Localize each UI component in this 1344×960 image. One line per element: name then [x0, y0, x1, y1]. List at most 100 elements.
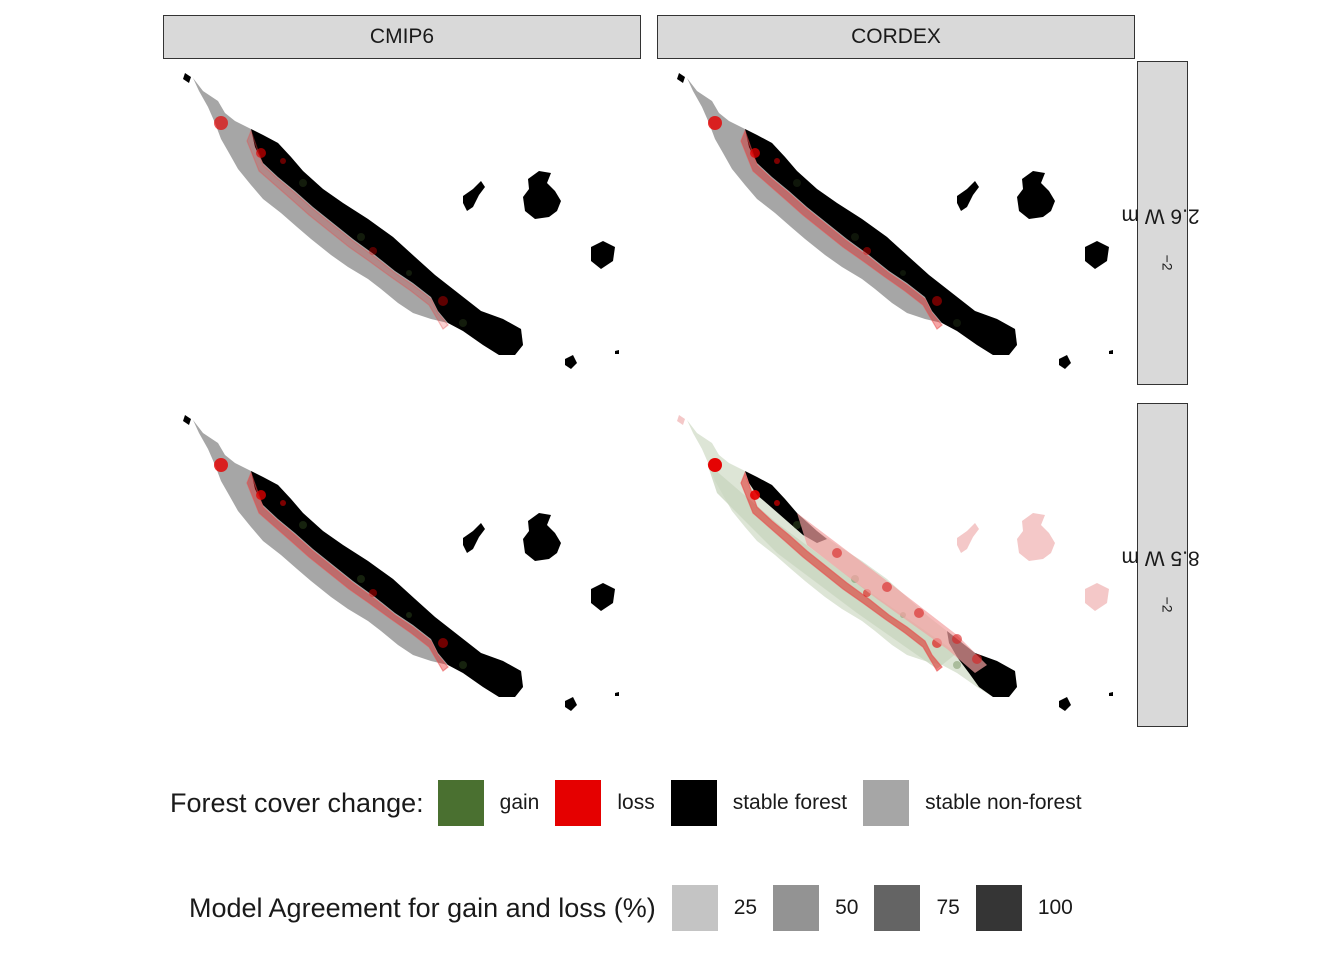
loss-spot [438, 638, 448, 648]
map-panel-cmip6-8p5 [163, 403, 641, 727]
loss-edge-band [741, 131, 942, 329]
facet-row-8p5: 8.5 W m−2 [1121, 403, 1201, 727]
loyalty-island-lifou [1017, 513, 1055, 561]
legend-title: Model Agreement for gain and loss (%) [189, 892, 656, 923]
gain-spot [900, 270, 906, 276]
facet-row-label: 2.6 W m−2 [1121, 204, 1201, 271]
stable-forest-area [251, 471, 523, 697]
loss-edge-band [247, 473, 448, 671]
loss-spot [214, 458, 228, 472]
loss-spot [750, 490, 760, 500]
loss-spot [774, 500, 780, 506]
loss-spot [774, 158, 780, 164]
isle-of-pines [1059, 697, 1071, 711]
loss-spot [882, 582, 892, 592]
loss-spot [932, 296, 942, 306]
loss-spot [708, 458, 722, 472]
gain-spot [299, 179, 307, 187]
walpole-islet [1109, 350, 1113, 354]
legend-label-stable-non-forest: stable non-forest [925, 791, 1082, 814]
loss-spot [280, 500, 286, 506]
legend-label-75: 75 [936, 896, 960, 919]
legend-label-100: 100 [1037, 896, 1073, 919]
gain-spot [299, 521, 307, 529]
belep-islet [677, 73, 685, 83]
legend-label-gain: gain [499, 791, 540, 814]
legend-key-loss [555, 780, 602, 826]
facet-column-label: CORDEX [851, 25, 941, 48]
loyalty-island-ouvea [957, 181, 979, 211]
loss-edge-outline [246, 471, 449, 672]
isle-of-pines [565, 697, 577, 711]
facet-row-2p6: 2.6 W m−2 [1121, 61, 1201, 385]
legend-key-stable-forest [670, 780, 717, 826]
legend-title: Forest cover change: [170, 787, 424, 818]
loss-spot [369, 589, 377, 597]
loss-edge-outline [246, 129, 449, 330]
gain-spot [851, 233, 859, 241]
walpole-islet [615, 692, 619, 696]
legend-forest-cover-change: Forest cover change: gain loss stable fo… [170, 780, 1098, 826]
facet-column-label: CMIP6 [369, 25, 435, 48]
loyalty-island-mare [1085, 583, 1109, 611]
legend-key-25 [671, 885, 718, 931]
loss-edge-outline [740, 129, 943, 330]
loss-spot [256, 148, 266, 158]
legend-model-agreement: Model Agreement for gain and loss (%) 25… [189, 885, 1089, 931]
loyalty-island-lifou [1017, 171, 1055, 219]
gain-spot [406, 612, 412, 618]
gain-spot [459, 319, 467, 327]
loyalty-island-lifou [523, 513, 561, 561]
gain-spot [793, 521, 801, 529]
isle-of-pines [1059, 355, 1071, 369]
facet-row-label: 8.5 W m−2 [1121, 546, 1201, 613]
loss-spot [972, 654, 982, 664]
legend-label-loss: loss [617, 791, 655, 814]
facet-column-cordex: CORDEX [657, 15, 1135, 59]
loss-spot [708, 116, 722, 130]
loyalty-island-ouvea [957, 523, 979, 553]
gain-spot [357, 575, 365, 583]
legend-label-stable-forest: stable forest [732, 791, 848, 814]
loss-edge-band [247, 131, 448, 329]
legend-key-stable-non-forest [863, 780, 910, 826]
gain-agreement-area [707, 463, 957, 669]
stable-forest-area [745, 129, 1017, 355]
loss-spot [438, 296, 448, 306]
gain-spot [357, 233, 365, 241]
loss-spot [863, 247, 871, 255]
loss-edge-outline [740, 471, 943, 672]
loyalty-island-lifou [523, 171, 561, 219]
loyalty-island-mare [591, 241, 615, 269]
legend-key-gain [437, 780, 484, 826]
loyalty-island-mare [1085, 241, 1109, 269]
loss-spot [214, 116, 228, 130]
loss-spot [952, 634, 962, 644]
legend-label-50: 50 [835, 896, 859, 919]
loyalty-island-ouvea [463, 181, 485, 211]
legend-key-100 [975, 885, 1022, 931]
loyalty-island-ouvea [463, 523, 485, 553]
walpole-islet [1109, 692, 1113, 696]
loss-spot [280, 158, 286, 164]
belep-islet [183, 73, 191, 83]
map-panel-cordex-8p5 [657, 403, 1135, 727]
legend-key-50 [773, 885, 820, 931]
isle-of-pines [565, 355, 577, 369]
belep-islet [677, 415, 685, 425]
facet-column-cmip6: CMIP6 [163, 15, 641, 59]
loss-spot [832, 548, 842, 558]
loss-spot [369, 247, 377, 255]
gain-spot [793, 179, 801, 187]
map-panel-cmip6-2p6 [163, 61, 641, 385]
legend-label-25: 25 [733, 896, 758, 919]
legend-key-75 [874, 885, 921, 931]
gain-spot [953, 661, 961, 669]
stable-forest-area [251, 129, 523, 355]
loss-spot [750, 148, 760, 158]
loss-edge-band [741, 473, 942, 671]
loss-agreement-area [797, 513, 987, 673]
belep-islet [183, 415, 191, 425]
gain-spot [953, 319, 961, 327]
loss-spot [256, 490, 266, 500]
